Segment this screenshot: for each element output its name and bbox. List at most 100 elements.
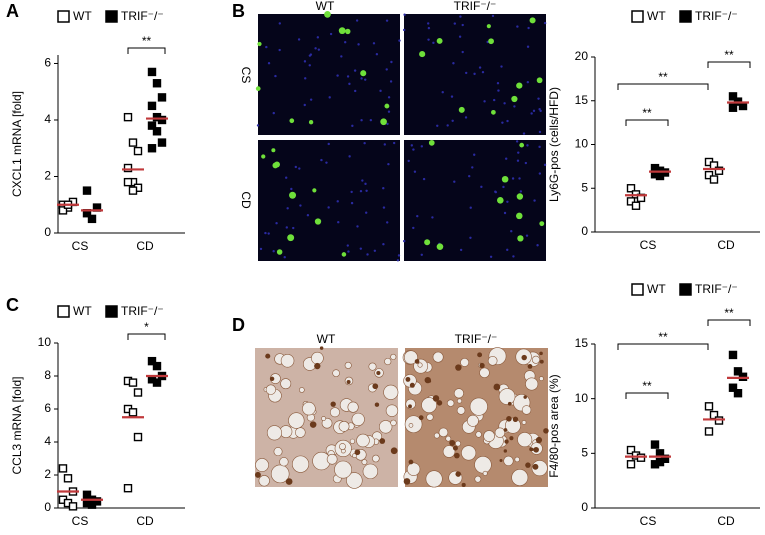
data-point (87, 500, 97, 509)
nucleus (382, 186, 385, 190)
data-point (650, 440, 660, 449)
macrophage (449, 439, 456, 446)
nucleus (522, 132, 526, 135)
fat-droplet (425, 470, 443, 488)
fat-droplet (469, 397, 488, 416)
macrophage (390, 447, 398, 455)
significance-bracket (707, 319, 751, 326)
nucleus (306, 214, 310, 217)
macrophage (532, 463, 539, 470)
nucleus (506, 119, 509, 123)
nucleus (267, 62, 271, 65)
x-tick-label: CS (72, 514, 89, 528)
legend-label: WT (647, 9, 666, 23)
fat-droplet (265, 384, 277, 395)
stained-cell (289, 118, 295, 124)
nucleus (396, 259, 400, 262)
nucleus (478, 66, 482, 69)
data-point (709, 175, 719, 184)
data-point (157, 138, 167, 147)
nucleus (412, 226, 415, 230)
data-point (728, 383, 738, 392)
fat-droplet (442, 445, 456, 458)
nucleus (410, 144, 414, 147)
nucleus (422, 177, 426, 181)
stained-cell (257, 41, 262, 47)
macrophage (405, 376, 411, 382)
stained-cell (436, 243, 444, 250)
fat-droplet (511, 469, 529, 486)
data-point (123, 177, 133, 187)
nucleus (379, 89, 382, 93)
nucleus (403, 13, 406, 16)
nucleus (361, 179, 364, 182)
macrophage (309, 421, 317, 428)
nucleus (431, 216, 434, 219)
nucleus (387, 162, 390, 166)
data-point (128, 186, 138, 195)
nucleus (298, 167, 301, 170)
macrophage (408, 459, 414, 465)
nucleus (459, 248, 463, 252)
stained-cell (324, 10, 331, 18)
data-point (123, 484, 133, 493)
macrophage (521, 354, 527, 361)
macrophage (499, 458, 503, 462)
fat-droplet (379, 420, 393, 434)
macrophage (503, 449, 508, 453)
stained-cell (428, 139, 435, 146)
nucleus (256, 124, 260, 127)
fat-droplet (266, 425, 283, 441)
nucleus (389, 80, 393, 83)
nucleus (502, 185, 505, 189)
data-point (147, 121, 157, 130)
fat-droplet (505, 417, 521, 434)
y-tick-label: 10 (575, 391, 589, 405)
macrophage (254, 471, 261, 478)
fat-droplet (453, 388, 464, 399)
nucleus (420, 253, 423, 256)
stained-cell (380, 118, 387, 126)
data-point (58, 206, 68, 215)
nucleus (516, 25, 519, 28)
fat-droplet (479, 367, 490, 378)
nucleus (353, 69, 357, 72)
x-tick-label: CS (72, 239, 89, 253)
fat-droplet (349, 438, 356, 444)
nucleus (538, 145, 541, 149)
nucleus (412, 148, 415, 151)
fat-droplet (446, 399, 455, 407)
data-point (733, 367, 743, 376)
fat-droplet (329, 407, 340, 418)
fat-droplet (467, 414, 479, 427)
macrophage (265, 353, 271, 359)
nucleus (511, 177, 515, 180)
stained-cell (384, 103, 390, 109)
nucleus (350, 201, 354, 205)
nucleus (346, 75, 350, 78)
macrophage (523, 395, 527, 399)
fat-droplet (326, 453, 338, 465)
legend-marker (105, 305, 118, 318)
legend-label: TRIF⁻/⁻ (695, 9, 738, 23)
nucleus (314, 47, 317, 50)
fat-droplet (539, 376, 544, 381)
nucleus (309, 98, 313, 101)
fat-droplet (280, 354, 295, 368)
significance-label: * (144, 320, 149, 334)
data-point (704, 427, 714, 436)
nucleus (471, 166, 474, 169)
nucleus (469, 206, 472, 209)
nucleus (327, 206, 330, 209)
nucleus (316, 36, 320, 39)
fat-droplet (385, 404, 399, 417)
macrophage (455, 471, 461, 477)
fat-droplet (321, 416, 326, 421)
nucleus (278, 48, 281, 52)
y-tick-label: 2 (44, 467, 51, 481)
nucleus (497, 89, 500, 92)
nucleus (527, 26, 530, 30)
data-point (152, 361, 162, 371)
legend-marker (57, 10, 70, 23)
